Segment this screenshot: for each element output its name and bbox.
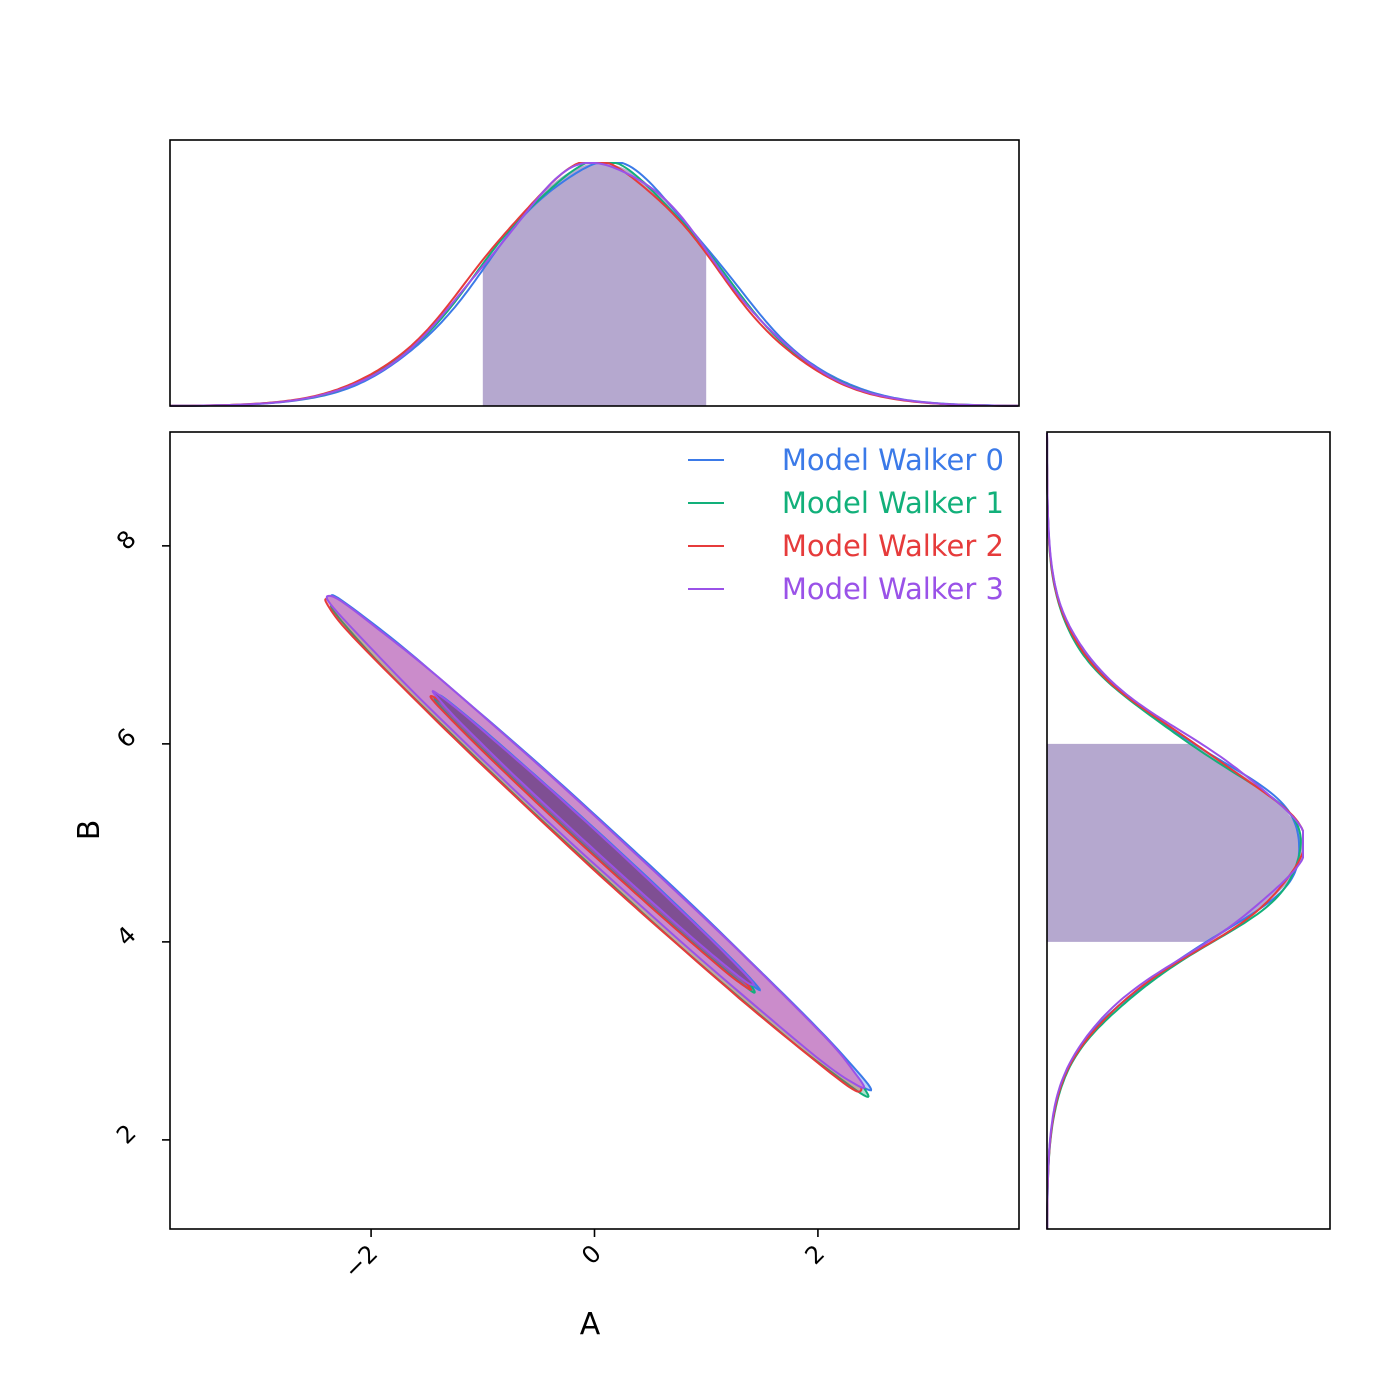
- y-axis-label: B: [72, 820, 107, 841]
- legend-label-3: Model Walker 3: [782, 572, 1004, 606]
- marginal-b-curve-3: [1046, 432, 1304, 1230]
- marginal-a-frame: [169, 139, 1020, 407]
- marginal-a-interval-fill: [482, 163, 707, 406]
- legend-label-2: Model Walker 2: [782, 529, 1004, 563]
- x-axis-label: A: [580, 1307, 601, 1342]
- contour-group: [324, 594, 873, 1098]
- legend-label-1: Model Walker 1: [782, 486, 1004, 520]
- legend-label-0: Model Walker 0: [782, 443, 1004, 477]
- marginal-b-frame: [1046, 431, 1331, 1230]
- inner-contour-3: [431, 689, 755, 986]
- marginal-b-interval-fill: [1047, 743, 1303, 942]
- legend: Model Walker 0 Model Walker 1 Model Walker…: [688, 443, 1004, 606]
- marginal-a-panel: [169, 139, 1020, 407]
- marginal-a-curve-3: [169, 162, 1018, 407]
- marginal-b-panel: [1046, 431, 1331, 1230]
